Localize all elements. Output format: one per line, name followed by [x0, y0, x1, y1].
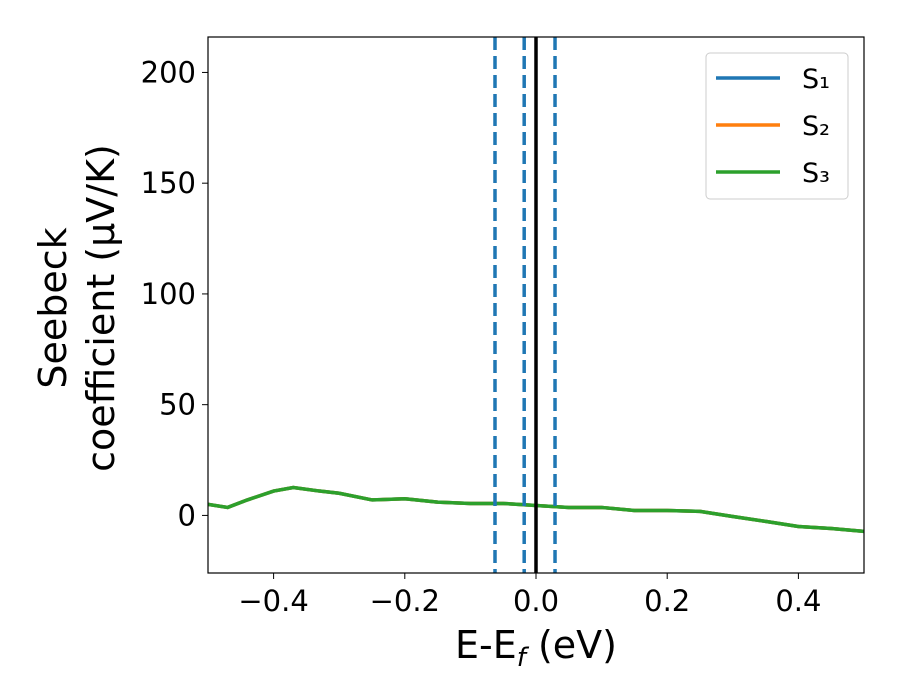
y-axis-label: Seebeck [31, 227, 75, 388]
x-tick-label: 0.0 [513, 584, 559, 618]
y-tick-label: 50 [159, 388, 196, 422]
legend-label: S₃ [802, 158, 830, 189]
y-tick-label: 150 [141, 166, 196, 200]
legend-label: S₂ [802, 111, 830, 142]
y-tick-label: 100 [141, 277, 196, 311]
data-line [208, 485, 864, 534]
x-axis-label: E-Ef (eV) [455, 623, 617, 673]
legend-label: S₁ [802, 64, 830, 95]
x-label-part: E-E [455, 623, 517, 667]
x-tick-label: 0.4 [775, 584, 821, 618]
y-tick-label: 0 [178, 498, 196, 532]
plot-area [208, 37, 864, 573]
x-tick-label: −0.4 [238, 584, 308, 618]
x-tick-label: 0.2 [644, 584, 690, 618]
x-tick-label: −0.2 [370, 584, 440, 618]
y-axis-label: coefficient (μV/K) [79, 144, 123, 472]
x-label-part: (eV) [526, 623, 617, 667]
y-tick-label: 200 [141, 55, 196, 89]
